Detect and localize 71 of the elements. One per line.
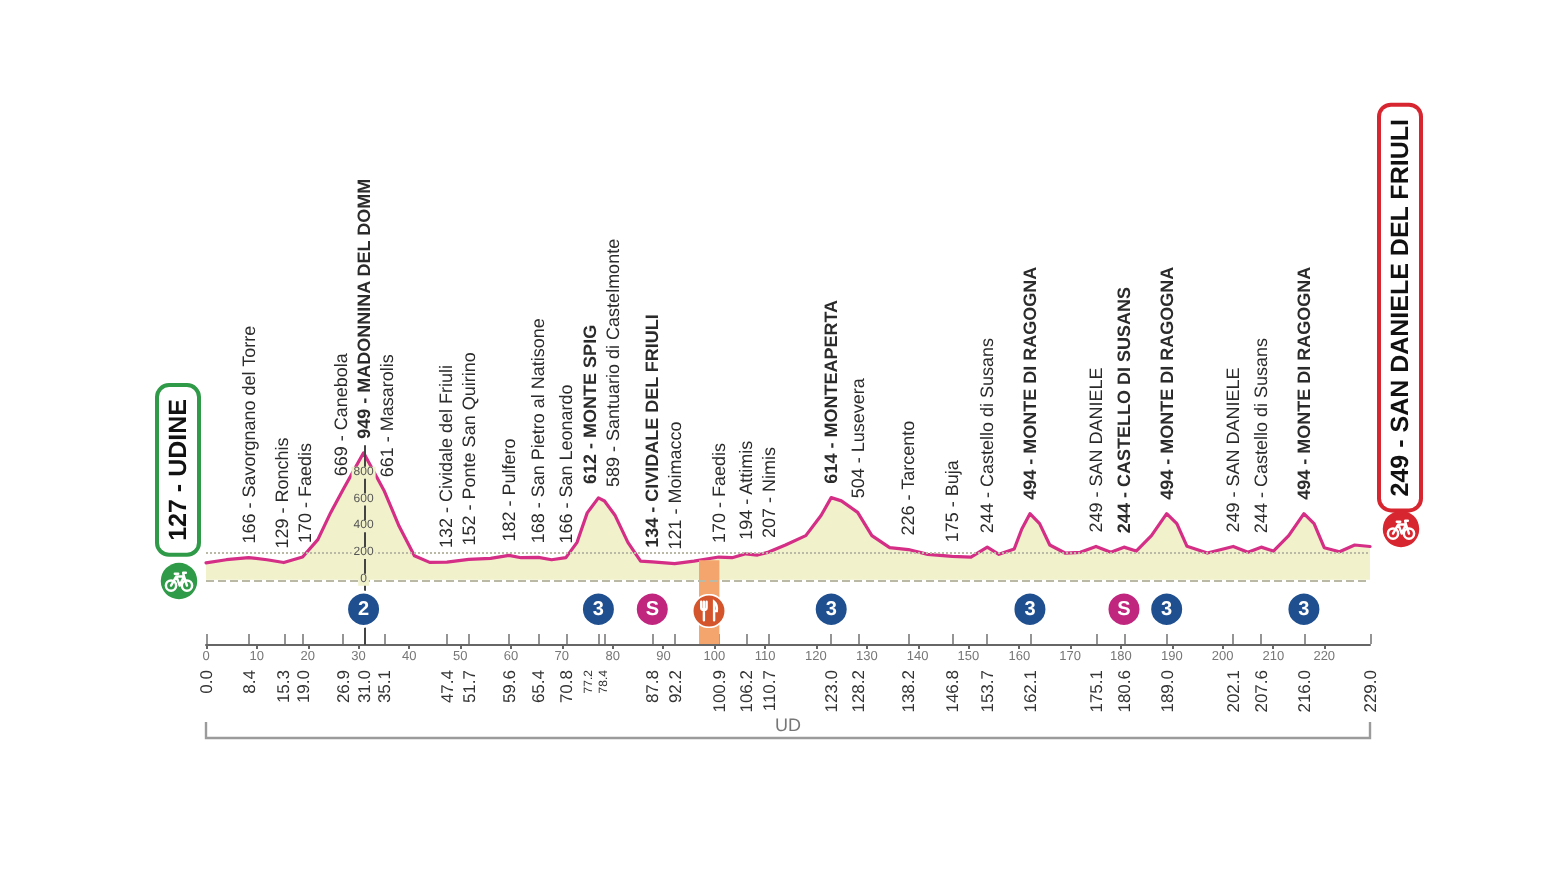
data-label: 129 - Ronchis <box>271 436 292 549</box>
data-label: 166 - San Leonardo <box>555 384 576 544</box>
data-label: 614 - MONTEAPERTA <box>821 298 842 484</box>
x2-tick-label: 180.6 <box>1113 669 1134 713</box>
x2-tick-label: 106.2 <box>735 669 756 713</box>
x2-tick-label: 0.0 <box>196 669 216 694</box>
annotation: 3 <box>825 599 838 622</box>
x2-tick-label: 110.7 <box>758 669 779 712</box>
x2-tick-label: 202.1 <box>1223 669 1244 713</box>
x2-tick-label: 19.0 <box>292 669 313 704</box>
annotation: 3 <box>1024 599 1037 622</box>
text: UD <box>775 715 802 735</box>
data-label: 244 - Castello di Susans <box>977 337 998 534</box>
x2-tick-label: 123.0 <box>821 669 842 713</box>
x2-tick-label: 59.6 <box>498 669 519 704</box>
data-label: 121 - Moimacco <box>664 421 685 550</box>
data-label: 134 - CIVIDALE DEL FRIULI <box>641 314 662 548</box>
data-label: 249 - SAN DANIELE <box>1086 367 1107 533</box>
x2-tick-label: 162.1 <box>1019 669 1040 713</box>
data-label: 661 - Masarolis <box>376 353 397 478</box>
x2-tick-label: 47.4 <box>436 669 457 704</box>
x2-tick-label: 128.2 <box>847 669 868 713</box>
data-label: 170 - Faedis <box>708 441 729 544</box>
data-label: 194 - Attimis <box>735 439 756 540</box>
x2-tick-label: 87.8 <box>642 669 663 704</box>
data-label: 494 - MONTE DI RAGOGNA <box>1156 265 1177 500</box>
x2-tick-label: 26.9 <box>332 669 353 704</box>
data-label: 170 - Faedis <box>294 441 315 544</box>
x2-tick-label: 153.7 <box>977 669 998 713</box>
data-label: 589 - Santuario di Castelmonte <box>602 238 623 487</box>
x2-tick-label: 65.4 <box>528 669 549 704</box>
annotation: 2 <box>358 599 371 622</box>
data-label: 949 - MADONNINA DEL DOMM <box>353 178 374 439</box>
x2-tick-label: 35.1 <box>374 669 395 704</box>
data-label: 494 - MONTE DI RAGOGNA <box>1293 265 1314 500</box>
x2-tick-label: 216.0 <box>1293 669 1314 713</box>
annotation: S <box>1117 599 1132 622</box>
x2-tick-label: 8.4 <box>238 669 259 694</box>
data-label: 669 - Canebola <box>330 353 351 477</box>
x2-tick-label: 175.1 <box>1086 669 1107 713</box>
annotation: 3 <box>592 599 605 622</box>
x2-tick-label: 15.3 <box>272 669 293 704</box>
data-label: 132 - Cividale del Friuli <box>436 365 457 549</box>
x2-tick-label: 138.2 <box>898 669 919 713</box>
x2-tick-label: 31.0 <box>353 669 374 704</box>
x2-tick-label: 92.2 <box>664 669 685 704</box>
data-label: 249 - SAN DANIELE <box>1223 367 1244 533</box>
annotation: 3 <box>1298 599 1311 622</box>
x2-tick-label: 207.6 <box>1251 669 1272 713</box>
data-label: 175 - Buja <box>942 460 963 543</box>
data-label: 207 - Nimis <box>758 446 779 539</box>
data-label: 504 - Lusevera <box>847 378 868 499</box>
annotation: 3 <box>1161 599 1174 622</box>
data-label: 226 - Tarcento <box>898 420 919 536</box>
data-label: 244 - Castello di Susans <box>1251 337 1272 534</box>
data-label: 166 - Savorgnano del Torre <box>238 325 259 544</box>
data-label: 127 - UDINE <box>164 399 192 541</box>
x2-tick-label: 70.8 <box>555 669 576 704</box>
x2-tick-label: 189.0 <box>1156 669 1177 713</box>
x2-tick-label: 146.8 <box>942 669 963 713</box>
data-label: 612 - MONTE SPIG <box>579 324 600 484</box>
data-label: 249 - SAN DANIELE DEL FRIULI <box>1386 119 1414 497</box>
data-label: 168 - San Pietro al Natisone <box>528 318 549 544</box>
x2-tick-label: 51.7 <box>458 669 479 704</box>
x2-tick-label: 100.9 <box>708 669 729 713</box>
data-label: 152 - Ponte San Quirino <box>459 352 480 546</box>
data-label: 494 - MONTE DI RAGOGNA <box>1019 265 1040 500</box>
data-label: 244 - CASTELLO DI SUSANS <box>1113 287 1134 534</box>
data-label: 182 - Pulfero <box>498 438 519 542</box>
annotation: S <box>645 599 660 622</box>
x2-tick-label: 229.0 <box>1360 669 1380 713</box>
